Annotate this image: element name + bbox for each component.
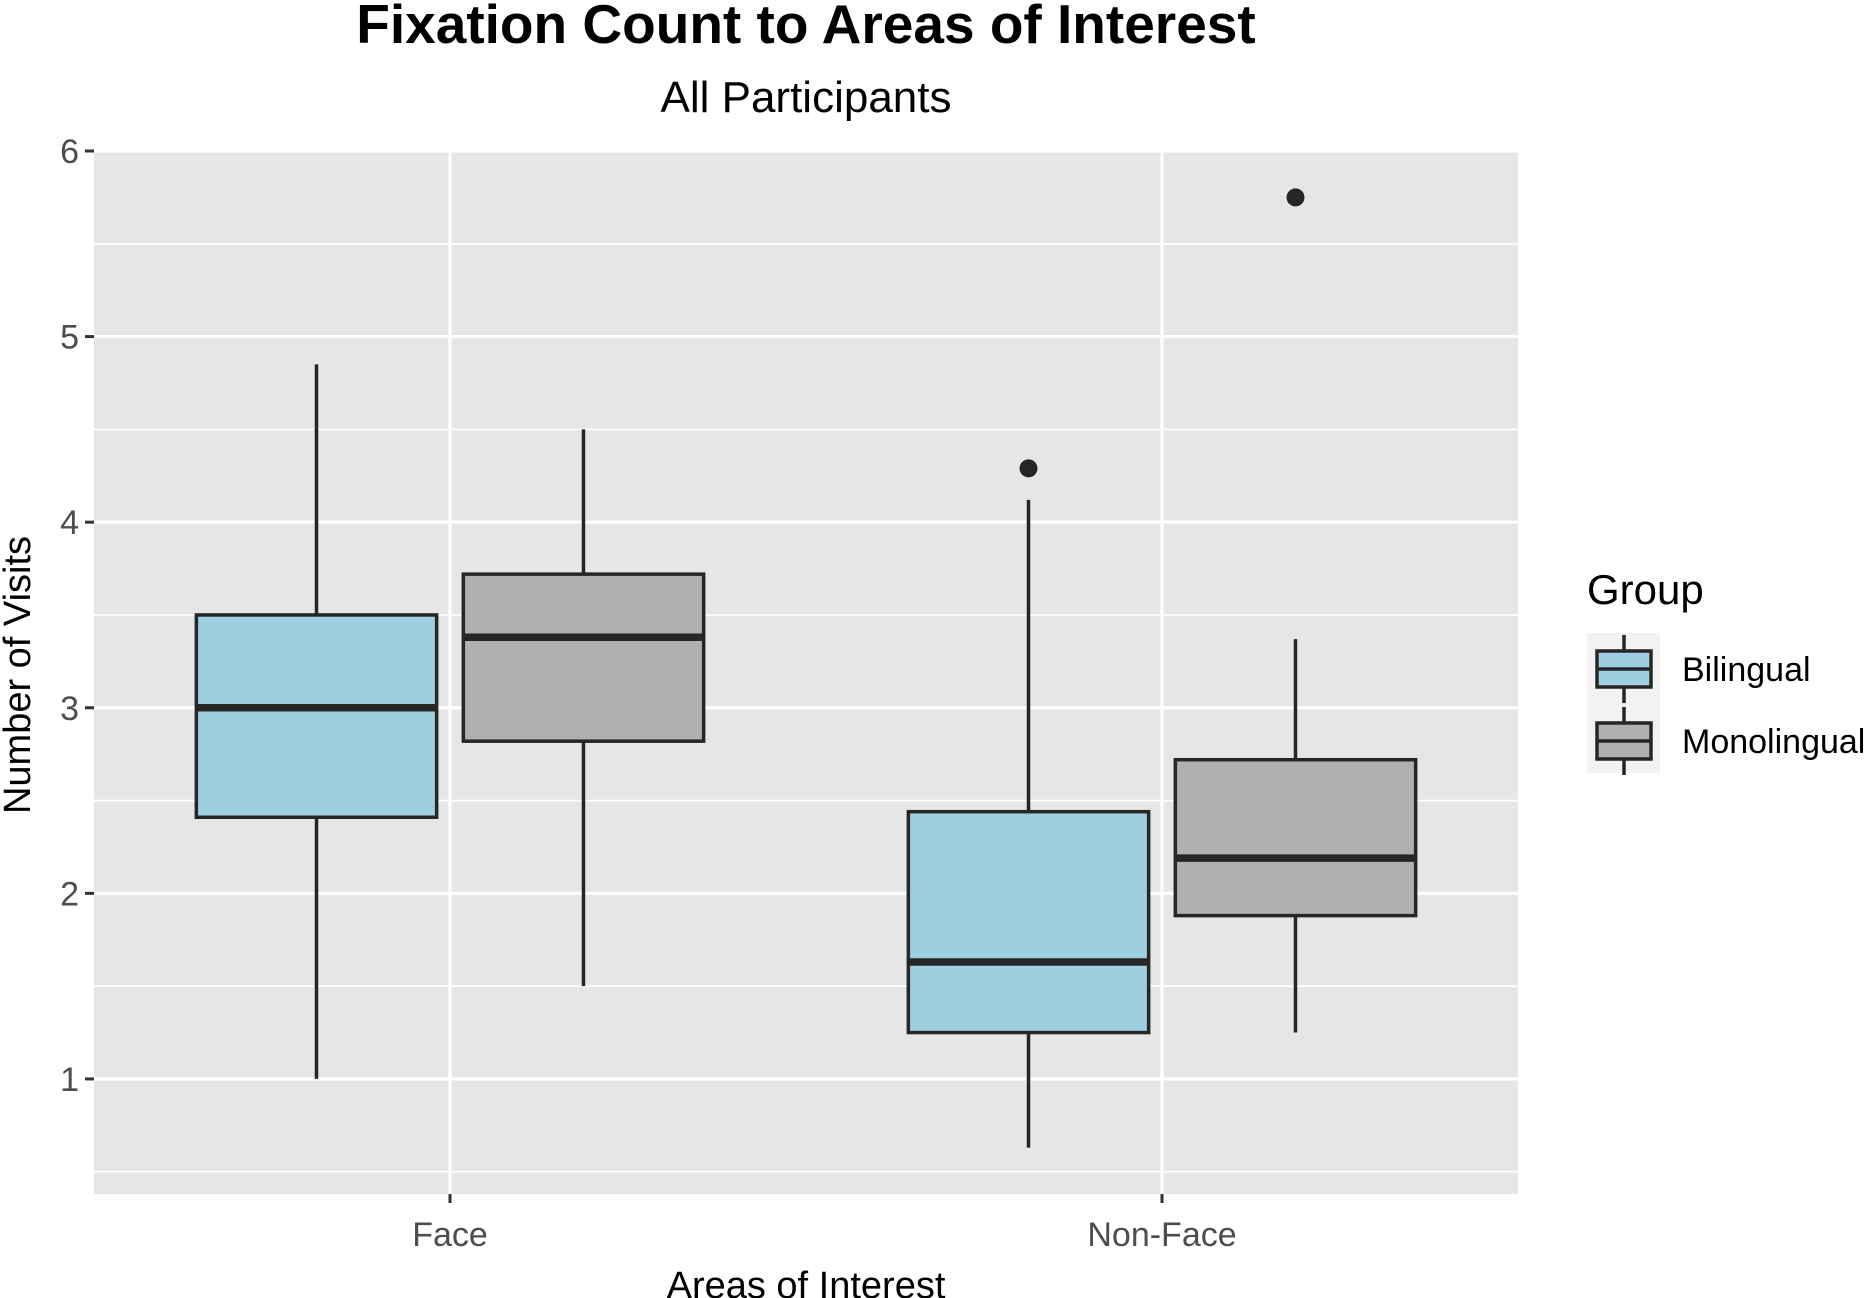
x-tick-label: Non-Face — [1087, 1216, 1236, 1254]
y-tick-label: 3 — [60, 690, 79, 728]
y-tick-label: 2 — [60, 875, 79, 913]
box-monolingual-face — [461, 429, 706, 987]
iqr-box — [194, 613, 439, 820]
legend-label-bilingual: Bilingual — [1682, 651, 1811, 689]
box-bilingual-face — [194, 364, 439, 1079]
y-axis-title: Number of Visits — [0, 536, 39, 814]
iqr-box — [906, 809, 1151, 1035]
x-tick-label: Face — [412, 1216, 488, 1254]
iqr-box — [461, 572, 706, 743]
x-axis: Face Non-Face — [412, 1194, 1237, 1254]
boxes — [194, 188, 1418, 1148]
legend: Group Bilingual Monolingual — [1587, 566, 1865, 775]
y-tick-label: 1 — [60, 1061, 79, 1099]
box-monolingual-non-face — [1173, 188, 1418, 1033]
chart-title: Fixation Count to Areas of Interest — [356, 0, 1255, 55]
y-axis: 1 2 3 4 5 6 — [60, 133, 94, 1099]
iqr-box — [1173, 757, 1418, 918]
legend-label-monolingual: Monolingual — [1682, 723, 1865, 761]
y-tick-label: 6 — [60, 133, 79, 171]
chart-subtitle: All Participants — [660, 73, 951, 122]
y-tick-label: 5 — [60, 319, 79, 357]
y-tick-label: 4 — [60, 504, 79, 542]
outlier-point — [1286, 188, 1305, 207]
legend-title: Group — [1587, 566, 1704, 613]
x-axis-title: Areas of Interest — [667, 1265, 946, 1298]
outlier-point — [1019, 459, 1038, 478]
box-bilingual-non-face — [906, 459, 1151, 1148]
